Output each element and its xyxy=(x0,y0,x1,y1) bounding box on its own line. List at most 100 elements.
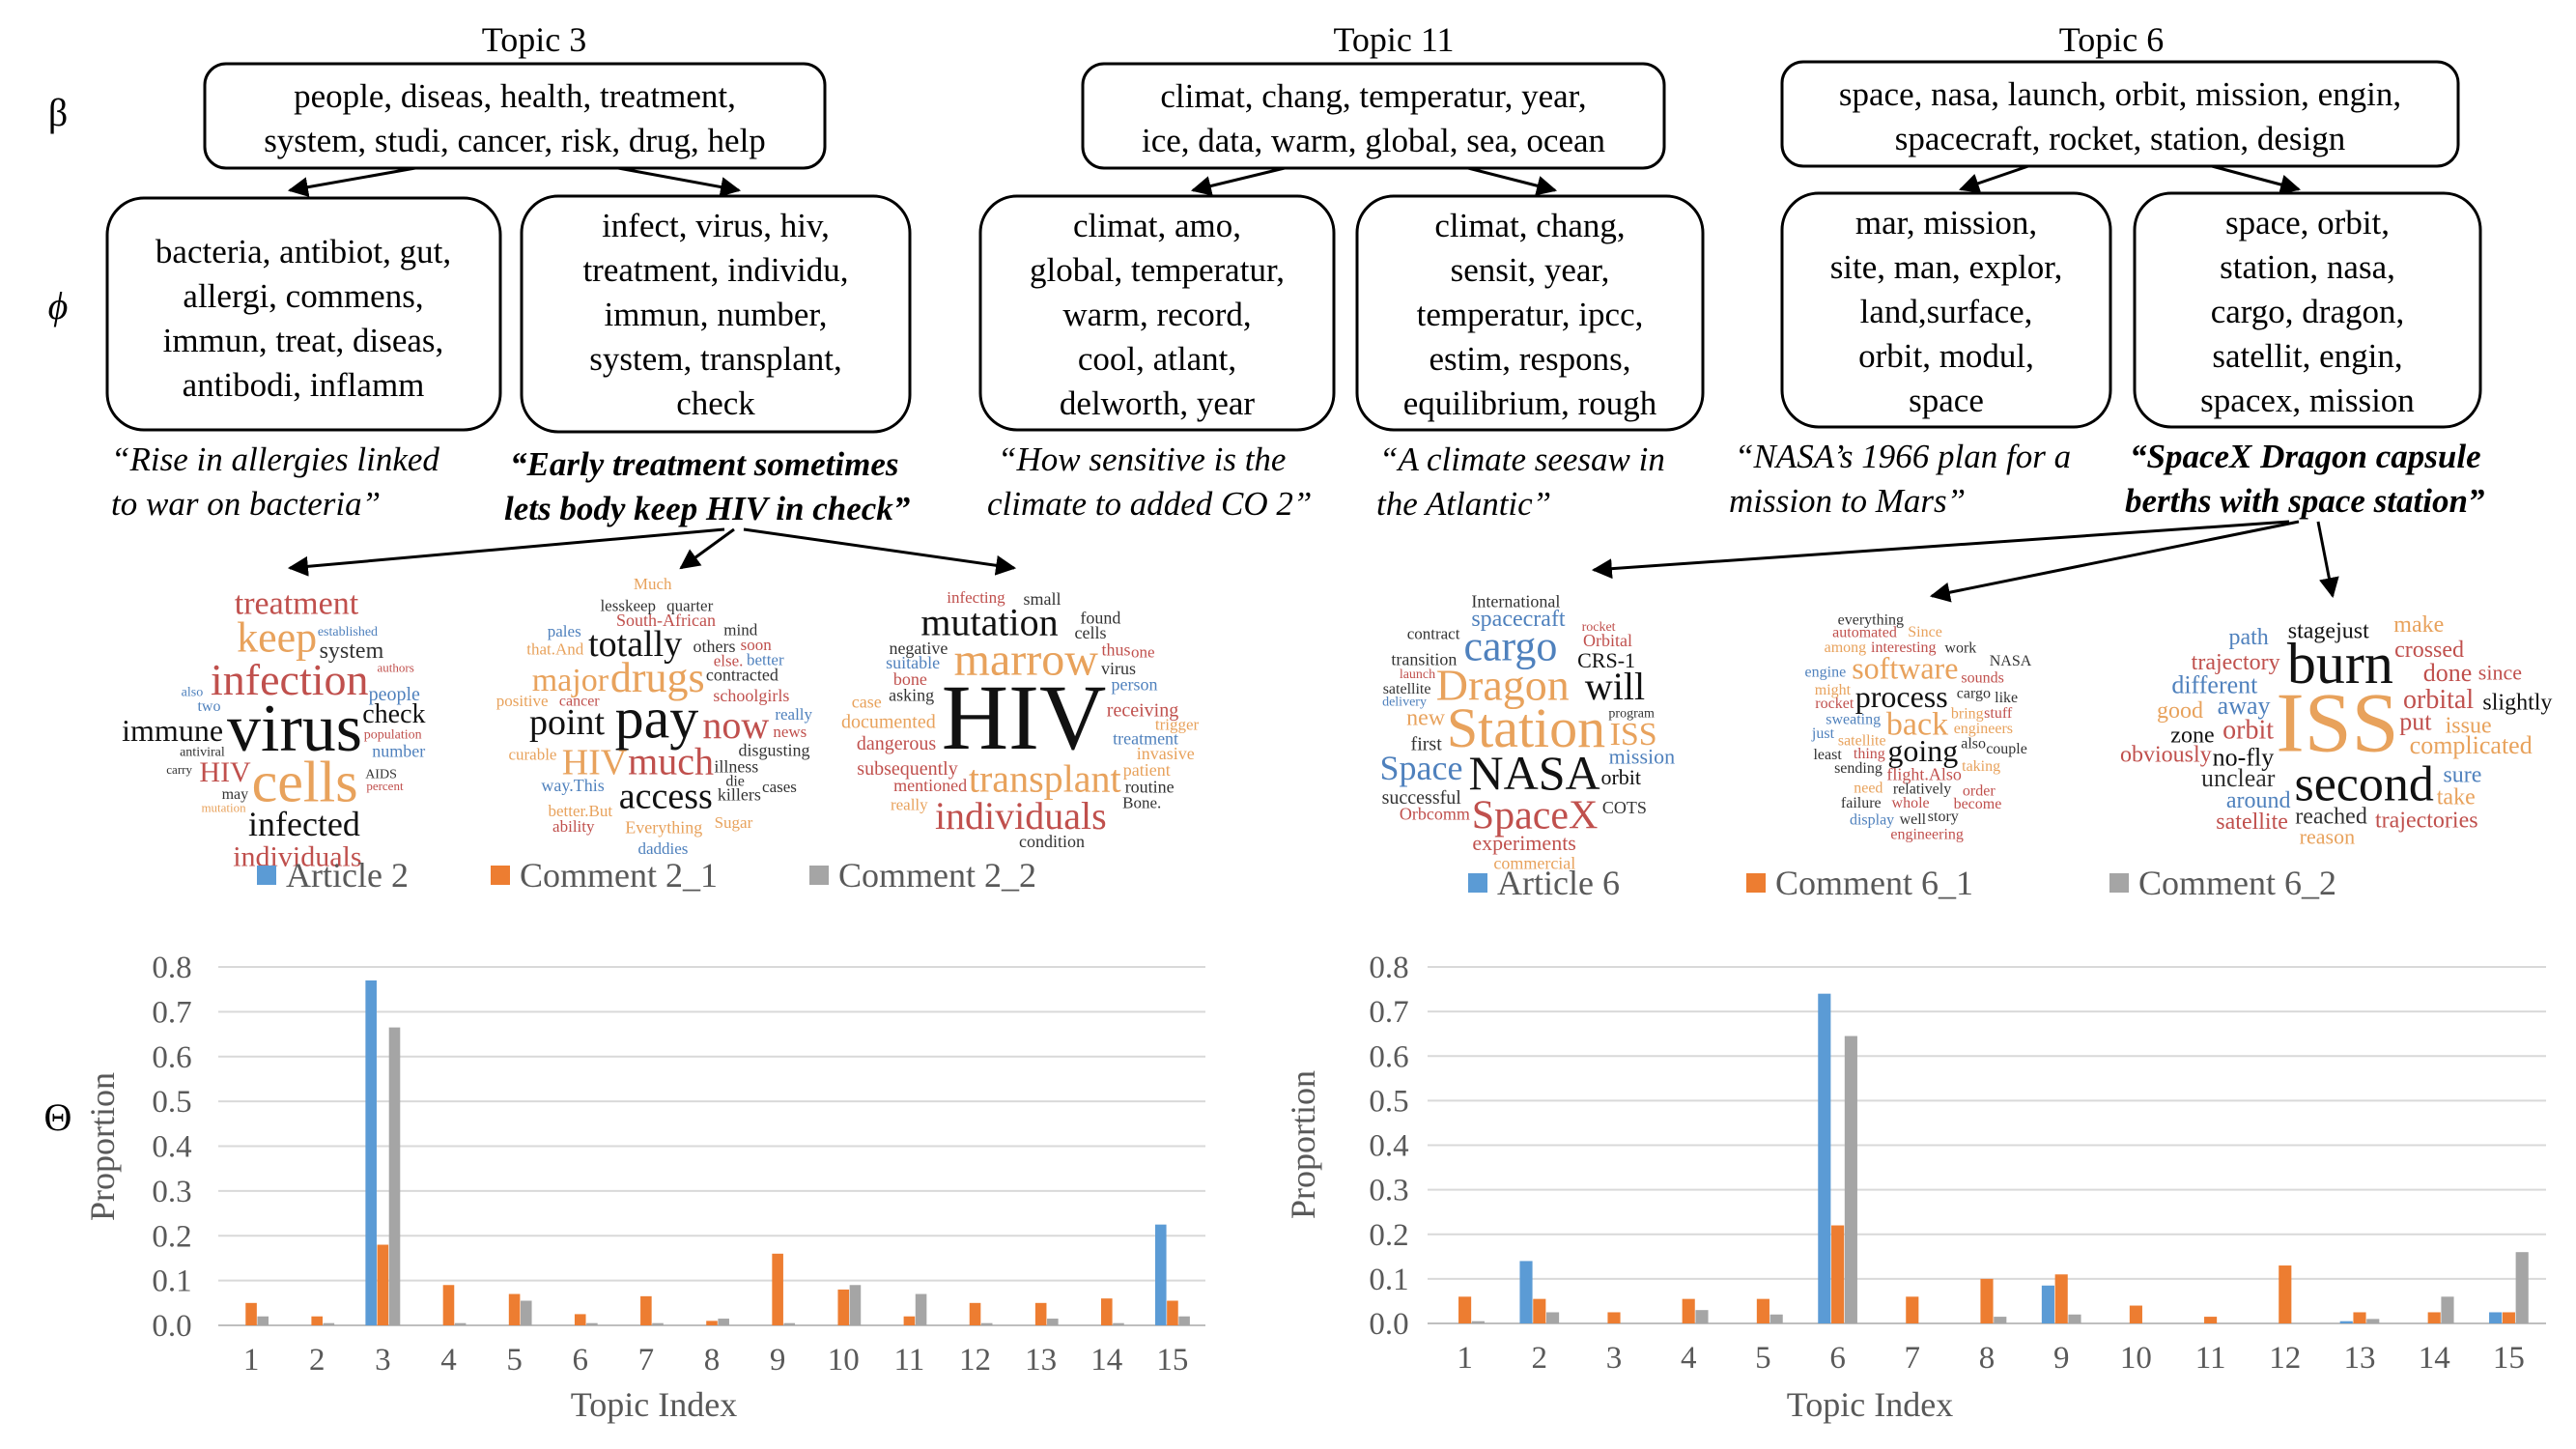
beta-box-topic-3: people, diseas, health, treatment, syste… xyxy=(203,62,827,170)
beta-symbol: β xyxy=(48,91,68,134)
wordcloud-word: sending xyxy=(1834,760,1882,777)
x-tick-label: 12 xyxy=(2269,1341,2301,1376)
x-tick-label: 7 xyxy=(638,1343,655,1378)
wordcloud-word: subsequently xyxy=(857,758,957,780)
legend-swatch xyxy=(257,866,276,885)
x-tick-label: 6 xyxy=(572,1343,588,1378)
bar-comment-6-1-topic-8 xyxy=(1980,1278,1994,1323)
wordcloud-word: orbital xyxy=(2403,685,2474,715)
wordcloud-word: percent xyxy=(366,779,404,793)
svg-text:system, studi, cancer, risk, d: system, studi, cancer, risk, drug, help xyxy=(264,122,766,159)
topic-title-11: Topic 11 xyxy=(1333,20,1454,59)
wordcloud-word: commercial xyxy=(1493,854,1575,873)
y-axis-label: Proportion xyxy=(1284,1070,1322,1219)
beta-box-topic-11: climat, chang, temperatur, year, ice, da… xyxy=(1081,62,1666,170)
y-tick-label: 0.4 xyxy=(152,1130,191,1165)
x-tick-label: 1 xyxy=(1457,1341,1473,1376)
x-tick-label: 9 xyxy=(2053,1341,2070,1376)
wordcloud-word: Everything xyxy=(625,818,702,838)
wordcloud-word: case xyxy=(852,692,882,711)
x-axis-label: Topic Index xyxy=(1787,1385,1953,1424)
x-tick-label: 11 xyxy=(2195,1341,2226,1376)
quote-comment-2: “Early treatment sometimes lets body kee… xyxy=(504,445,910,527)
wordcloud-word: small xyxy=(1023,589,1061,609)
wordcloud-word: authors xyxy=(378,661,414,675)
y-tick-label: 0.5 xyxy=(152,1085,191,1120)
y-tick-label: 0.3 xyxy=(1369,1174,1408,1208)
bar-comment-6-1-topic-2 xyxy=(1533,1298,1546,1323)
wordcloud-word: Orbital xyxy=(1583,631,1632,650)
phi-box-article-6: mar, mission, site, man, explor, land,su… xyxy=(1780,191,2112,429)
wordcloud-word: make xyxy=(2393,612,2444,638)
svg-text:to war on bacteria”: to war on bacteria” xyxy=(111,485,381,523)
wordcloud-word: daddies xyxy=(637,839,688,858)
wordcloud-word: CRS-1 xyxy=(1577,648,1635,672)
wordcloud-word: unclear xyxy=(2201,764,2276,792)
x-tick-label: 7 xyxy=(1905,1341,1921,1376)
wordcloud-word: access xyxy=(619,777,713,817)
wordcloud-word: others xyxy=(693,637,735,656)
x-tick-label: 15 xyxy=(2493,1341,2525,1376)
bar-comment-6-2-topic-8 xyxy=(1994,1317,2007,1323)
wordcloud-word: trigger xyxy=(1155,716,1200,734)
legend-label: Comment 6_2 xyxy=(2138,864,2336,902)
wordcloud-word: thing xyxy=(1854,746,1885,762)
wordcloud-word: patient xyxy=(1123,760,1171,780)
wordcloud-word: satellite xyxy=(1383,681,1431,697)
wordcloud-word: documented xyxy=(841,711,936,732)
bar-comment-6-1-topic-10 xyxy=(2129,1305,2142,1323)
y-tick-label: 0.1 xyxy=(152,1264,191,1299)
wordcloud-word: well xyxy=(1900,811,1927,828)
wordcloud-word: program xyxy=(1608,706,1655,721)
y-tick-label: 0.6 xyxy=(1369,1039,1408,1074)
wordcloud-word: soon xyxy=(741,636,773,654)
wordcloud-word: individuals xyxy=(935,794,1107,838)
x-tick-label: 4 xyxy=(440,1343,457,1378)
y-tick-label: 0.0 xyxy=(1369,1307,1408,1342)
bar-comment-2-1-topic-12 xyxy=(969,1302,981,1325)
wordcloud-word: process xyxy=(1855,679,1948,714)
wordcloud-word: routine xyxy=(1125,777,1175,796)
wordcloud-word: take xyxy=(2437,785,2476,810)
wordcloud-word: successful xyxy=(1382,787,1462,809)
wordcloud-word: suitable xyxy=(886,653,940,672)
bar-comment-6-1-topic-13 xyxy=(2353,1312,2366,1323)
y-tick-label: 0.2 xyxy=(152,1219,191,1254)
wordcloud-word: will xyxy=(1585,665,1645,708)
wordcloud-word: least xyxy=(1813,747,1842,763)
y-tick-label: 0.5 xyxy=(1369,1084,1408,1119)
wordcloud-word: NASA xyxy=(1469,746,1600,800)
wordcloud-word: virus xyxy=(227,692,362,766)
wordcloud-word: trajectories xyxy=(2375,809,2478,834)
quote-comment-6: “SpaceX Dragon capsule berths with space… xyxy=(2125,438,2484,520)
wordcloud-word: established xyxy=(318,625,378,639)
wordcloud-word: work xyxy=(1944,640,1976,657)
wordcloud-word: among xyxy=(1825,639,1867,656)
x-tick-label: 6 xyxy=(1829,1341,1846,1376)
phi-box-comment-11: climat, chang, sensit, year, temperatur,… xyxy=(1355,194,1705,432)
bar-comment-6-1-topic-5 xyxy=(1756,1298,1769,1323)
wordcloud-word: infected xyxy=(248,805,360,843)
svg-text:cargo, dragon,: cargo, dragon, xyxy=(2211,293,2405,330)
wordcloud-word: transition xyxy=(1391,650,1457,669)
x-tick-label: 14 xyxy=(2419,1341,2450,1376)
wordcloud-word: Bone. xyxy=(1122,794,1161,812)
wordcloud-word: condition xyxy=(1019,832,1085,851)
bar-comment-2-2-topic-14 xyxy=(1113,1322,1124,1325)
svg-text:climate to added CO 2”: climate to added CO 2” xyxy=(987,485,1312,523)
svg-text:“How sensitive is the: “How sensitive is the xyxy=(998,440,1286,478)
wordcloud-word: positive xyxy=(496,692,549,710)
wordcloud-word: interesting xyxy=(1871,639,1937,656)
svg-text:warm, record,: warm, record, xyxy=(1062,296,1251,333)
wordcloud-word: really xyxy=(775,705,812,724)
svg-text:people, diseas, health, treatm: people, diseas, health, treatment, xyxy=(294,77,736,115)
wordcloud-word: put xyxy=(2399,708,2432,736)
wordcloud-word: couple xyxy=(1986,741,2027,757)
topic-title-6: Topic 6 xyxy=(2059,20,2164,59)
wordcloud-word: keep xyxy=(237,613,317,661)
svg-text:bacteria, antibiot, gut,: bacteria, antibiot, gut, xyxy=(156,233,451,270)
wordcloud-word: much xyxy=(628,739,714,782)
svg-text:satellit, engin,: satellit, engin, xyxy=(2212,337,2402,375)
